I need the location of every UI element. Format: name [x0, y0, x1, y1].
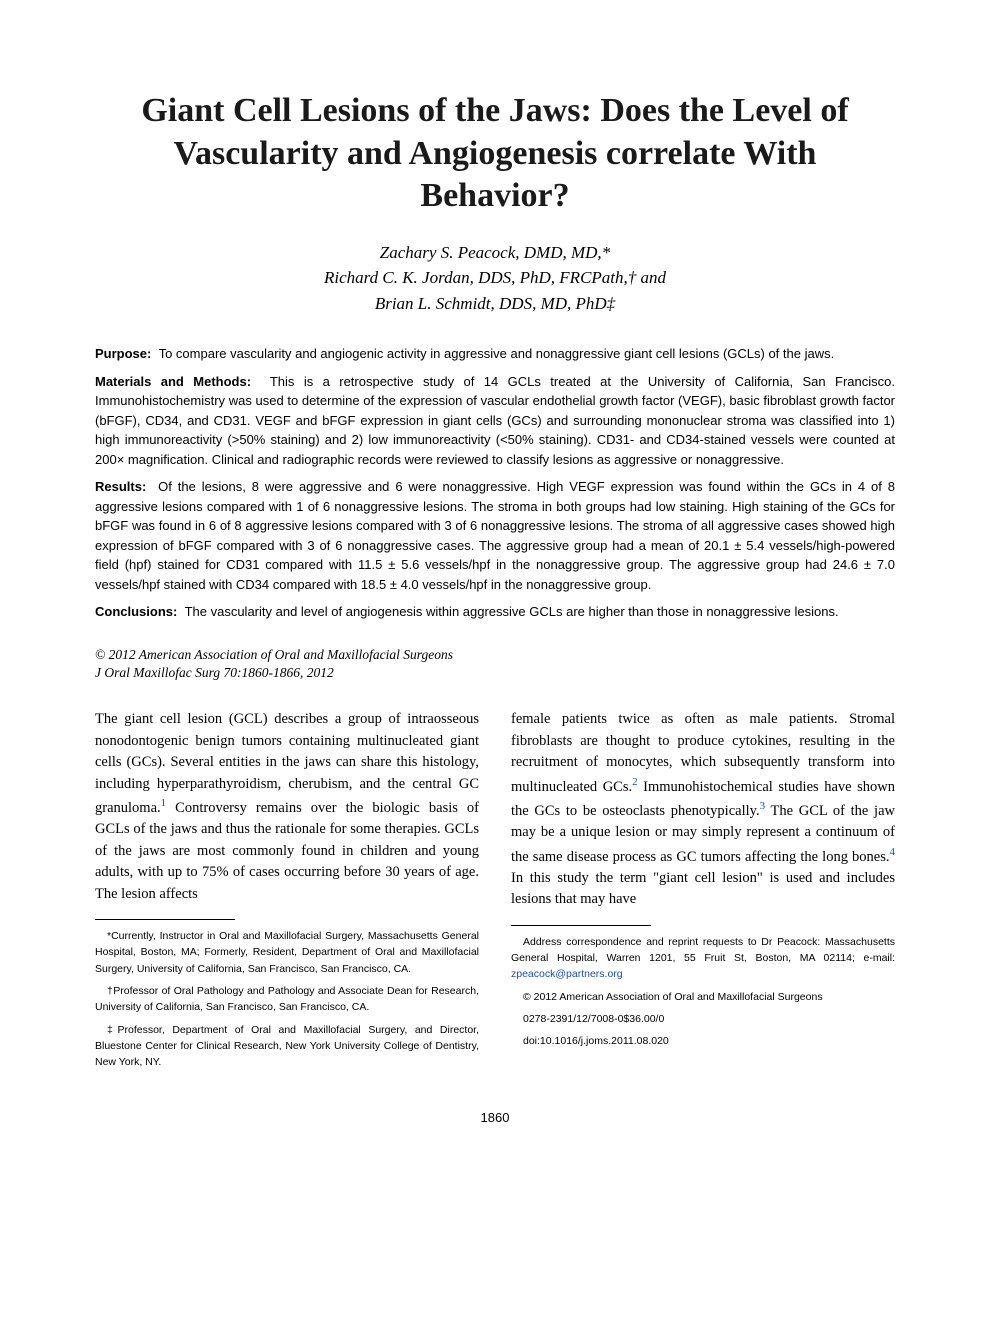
conclusions-text: The vascularity and level of angiogenesi…: [185, 604, 839, 619]
right-column: female patients twice as often as male p…: [511, 709, 895, 1076]
abstract: Purpose: To compare vascularity and angi…: [95, 344, 895, 622]
page-number: 1860: [95, 1110, 895, 1125]
copyright-citation: © 2012 American Association of Oral and …: [95, 646, 895, 684]
conclusions-label: Conclusions:: [95, 604, 177, 619]
journal-page: Giant Cell Lesions of the Jaws: Does the…: [0, 0, 990, 1165]
left-column: The giant cell lesion (GCL) describes a …: [95, 709, 479, 1076]
footnote-author-1: *Currently, Instructor in Oral and Maxil…: [95, 928, 479, 977]
results-text: Of the lesions, 8 were aggressive and 6 …: [95, 479, 895, 592]
author-line-3: Brian L. Schmidt, DDS, MD, PhD‡: [95, 291, 895, 317]
author-line-1: Zachary S. Peacock, DMD, MD,*: [95, 240, 895, 266]
copyright-line: © 2012 American Association of Oral and …: [95, 646, 895, 665]
footnotes-right: Address correspondence and reprint reque…: [511, 934, 895, 1050]
methods-label: Materials and Methods:: [95, 374, 251, 389]
footnote-separator-right: [511, 925, 651, 926]
purpose-label: Purpose:: [95, 346, 151, 361]
journal-citation: J Oral Maxillofac Surg 70:1860-1866, 201…: [95, 664, 895, 683]
body-para-right: female patients twice as often as male p…: [511, 709, 895, 911]
abstract-results: Results: Of the lesions, 8 were aggressi…: [95, 477, 895, 594]
footnote-copyright: © 2012 American Association of Oral and …: [511, 989, 895, 1005]
article-title: Giant Cell Lesions of the Jaws: Does the…: [95, 90, 895, 218]
abstract-conclusions: Conclusions: The vascularity and level o…: [95, 602, 895, 622]
footnote-issn: 0278-2391/12/7008-0$36.00/0: [511, 1011, 895, 1027]
footnote-doi: doi:10.1016/j.joms.2011.08.020: [511, 1033, 895, 1049]
results-label: Results:: [95, 479, 146, 494]
author-block: Zachary S. Peacock, DMD, MD,* Richard C.…: [95, 240, 895, 317]
abstract-purpose: Purpose: To compare vascularity and angi…: [95, 344, 895, 364]
footnotes-left: *Currently, Instructor in Oral and Maxil…: [95, 928, 479, 1070]
author-line-2: Richard C. K. Jordan, DDS, PhD, FRCPath,…: [95, 265, 895, 291]
body-text: The giant cell lesion (GCL) describes a …: [95, 709, 895, 1076]
footnote-correspondence: Address correspondence and reprint reque…: [511, 934, 895, 983]
body-para-left: The giant cell lesion (GCL) describes a …: [95, 709, 479, 905]
abstract-methods: Materials and Methods: This is a retrosp…: [95, 372, 895, 470]
footnote-author-2: †Professor of Oral Pathology and Patholo…: [95, 983, 479, 1016]
footnote-author-3: ‡Professor, Department of Oral and Maxil…: [95, 1022, 479, 1071]
footnote-separator: [95, 919, 235, 920]
correspondence-email[interactable]: zpeacock@partners.org: [511, 968, 623, 980]
reference-4[interactable]: 4: [890, 846, 896, 858]
purpose-text: To compare vascularity and angiogenic ac…: [159, 346, 835, 361]
